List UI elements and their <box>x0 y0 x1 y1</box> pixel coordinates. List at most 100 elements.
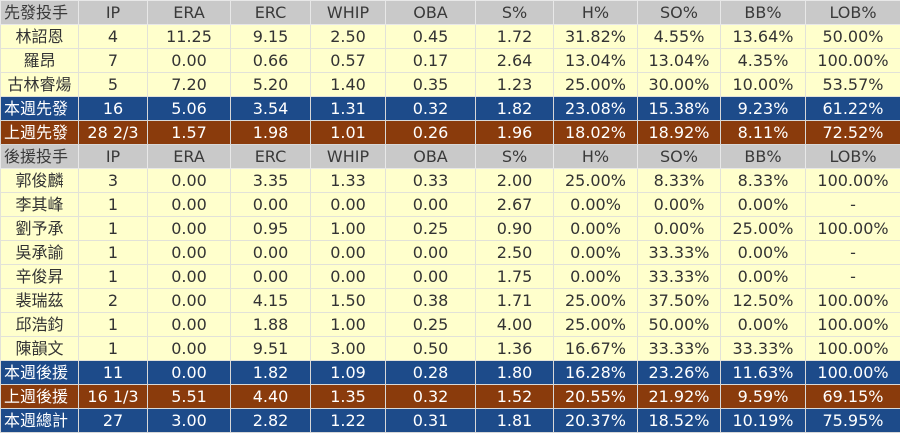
stat-cell: 53.57% <box>806 73 900 97</box>
stat-cell: 0.00% <box>638 193 721 217</box>
stat-cell: 1.71 <box>476 289 554 313</box>
column-header: H% <box>554 145 638 169</box>
stat-cell: 1.50 <box>311 289 386 313</box>
stat-cell: 0.00 <box>311 241 386 265</box>
row-label: 本週先發 <box>1 97 79 121</box>
stat-cell: 13.04% <box>638 49 721 73</box>
stat-cell: 0.32 <box>386 385 476 409</box>
stat-cell: 16.67% <box>554 337 638 361</box>
stat-cell: 1.75 <box>476 265 554 289</box>
stat-cell: 30.00% <box>638 73 721 97</box>
column-header: WHIP <box>311 145 386 169</box>
stat-cell: 0.00% <box>721 265 806 289</box>
stat-cell: 1.36 <box>476 337 554 361</box>
stat-cell: 11.63% <box>721 361 806 385</box>
stat-cell: 11.25 <box>148 25 231 49</box>
stat-cell: 2.00 <box>476 169 554 193</box>
column-header: SO% <box>638 1 721 25</box>
stat-cell: 20.55% <box>554 385 638 409</box>
stat-cell: 1 <box>79 313 148 337</box>
stat-cell: 1.52 <box>476 385 554 409</box>
stat-cell: 100.00% <box>806 313 900 337</box>
stat-cell: 69.15% <box>806 385 900 409</box>
stat-cell: 0.28 <box>386 361 476 385</box>
stat-cell: 5 <box>79 73 148 97</box>
stat-cell: 1.40 <box>311 73 386 97</box>
stat-cell: 0.66 <box>231 49 311 73</box>
stat-cell: 50.00% <box>638 313 721 337</box>
stat-cell: 0.00 <box>148 361 231 385</box>
stat-cell: 0.00 <box>231 241 311 265</box>
stat-cell: 4.55% <box>638 25 721 49</box>
stat-cell: 1.00 <box>311 313 386 337</box>
stat-cell: 25.00% <box>554 73 638 97</box>
row-label: 吳承諭 <box>1 241 79 265</box>
stat-cell: - <box>806 265 900 289</box>
row-label: 林詔恩 <box>1 25 79 49</box>
stat-cell: 11 <box>79 361 148 385</box>
stat-cell: 1.88 <box>231 313 311 337</box>
row-label: 羅昂 <box>1 49 79 73</box>
stat-cell: 2.82 <box>231 409 311 433</box>
stat-cell: 1.01 <box>311 121 386 145</box>
stat-cell: 4.40 <box>231 385 311 409</box>
stat-cell: 5.51 <box>148 385 231 409</box>
stat-cell: 0.00 <box>148 313 231 337</box>
stat-cell: 0.00 <box>148 241 231 265</box>
stat-cell: 0.57 <box>311 49 386 73</box>
column-header: BB% <box>721 145 806 169</box>
stat-cell: 0.00 <box>148 217 231 241</box>
column-header: WHIP <box>311 1 386 25</box>
column-header: ERA <box>148 1 231 25</box>
stat-cell: 8.33% <box>638 169 721 193</box>
column-header: LOB% <box>806 145 900 169</box>
stat-cell: 0.50 <box>386 337 476 361</box>
stat-cell: 9.51 <box>231 337 311 361</box>
stat-cell: 27 <box>79 409 148 433</box>
stat-cell: 25.00% <box>721 217 806 241</box>
column-header: S% <box>476 145 554 169</box>
stat-cell: 18.92% <box>638 121 721 145</box>
column-header: S% <box>476 1 554 25</box>
stat-cell: 15.38% <box>638 97 721 121</box>
stat-cell: 0.45 <box>386 25 476 49</box>
stat-cell: 100.00% <box>806 49 900 73</box>
column-header: ERC <box>231 145 311 169</box>
stat-cell: 20.37% <box>554 409 638 433</box>
stat-cell: 33.33% <box>638 337 721 361</box>
stat-cell: 2.67 <box>476 193 554 217</box>
stat-cell: 0.95 <box>231 217 311 241</box>
column-header: BB% <box>721 1 806 25</box>
row-label: 李其峰 <box>1 193 79 217</box>
stat-cell: 0.00 <box>386 265 476 289</box>
stat-cell: 7 <box>79 49 148 73</box>
stat-cell: 2.50 <box>476 241 554 265</box>
row-label: 辛俊昇 <box>1 265 79 289</box>
column-header: LOB% <box>806 1 900 25</box>
stat-cell: 1.09 <box>311 361 386 385</box>
stat-cell: 1.35 <box>311 385 386 409</box>
stat-cell: 1.80 <box>476 361 554 385</box>
stat-cell: 8.33% <box>721 169 806 193</box>
column-header: ERA <box>148 145 231 169</box>
stat-cell: 0.00% <box>721 313 806 337</box>
stat-cell: 0.00% <box>721 241 806 265</box>
column-header: SO% <box>638 145 721 169</box>
stat-cell: 0.00% <box>554 193 638 217</box>
stat-cell: 5.20 <box>231 73 311 97</box>
row-label: 上週先發 <box>1 121 79 145</box>
stat-cell: 0.32 <box>386 97 476 121</box>
stat-cell: 12.50% <box>721 289 806 313</box>
stat-cell: 1.23 <box>476 73 554 97</box>
stat-cell: 3 <box>79 169 148 193</box>
